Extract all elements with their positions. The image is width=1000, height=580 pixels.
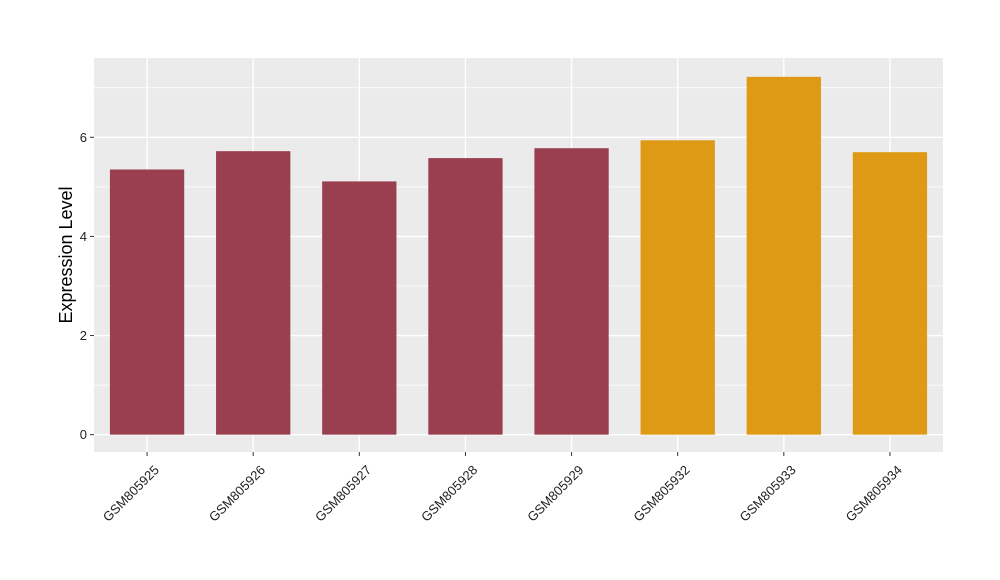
bar-GSM805934: [852, 152, 928, 435]
y-tick-label: 6: [80, 130, 87, 145]
x-tick-label: GSM805933: [736, 462, 798, 524]
x-tick-label: GSM805932: [630, 462, 692, 524]
bar-GSM805929: [534, 148, 609, 435]
x-tick-label: GSM805929: [524, 462, 586, 524]
y-axis-title: Expression Level: [56, 186, 76, 323]
y-axis: 0 2 4 6: [80, 130, 94, 442]
bar-GSM805926: [216, 151, 291, 435]
x-tick-label: GSM805926: [206, 462, 268, 524]
bar-GSM805925: [109, 169, 185, 435]
x-tick-label: GSM805928: [418, 462, 480, 524]
x-tick-label: GSM805934: [843, 462, 905, 524]
x-tick-label: GSM805925: [100, 462, 162, 524]
y-tick-label: 2: [80, 328, 87, 343]
bar-GSM805927: [322, 181, 397, 435]
x-tick-label: GSM805927: [312, 462, 374, 524]
y-tick-label: 4: [80, 229, 87, 244]
bars: [109, 76, 928, 435]
x-axis: GSM805925 GSM805926 GSM805927 GSM805928 GSM8…: [100, 452, 905, 525]
bar-GSM805932: [640, 140, 715, 435]
y-tick-label: 0: [80, 427, 87, 442]
bar-GSM805933: [746, 76, 821, 435]
bar-GSM805928: [428, 158, 503, 435]
